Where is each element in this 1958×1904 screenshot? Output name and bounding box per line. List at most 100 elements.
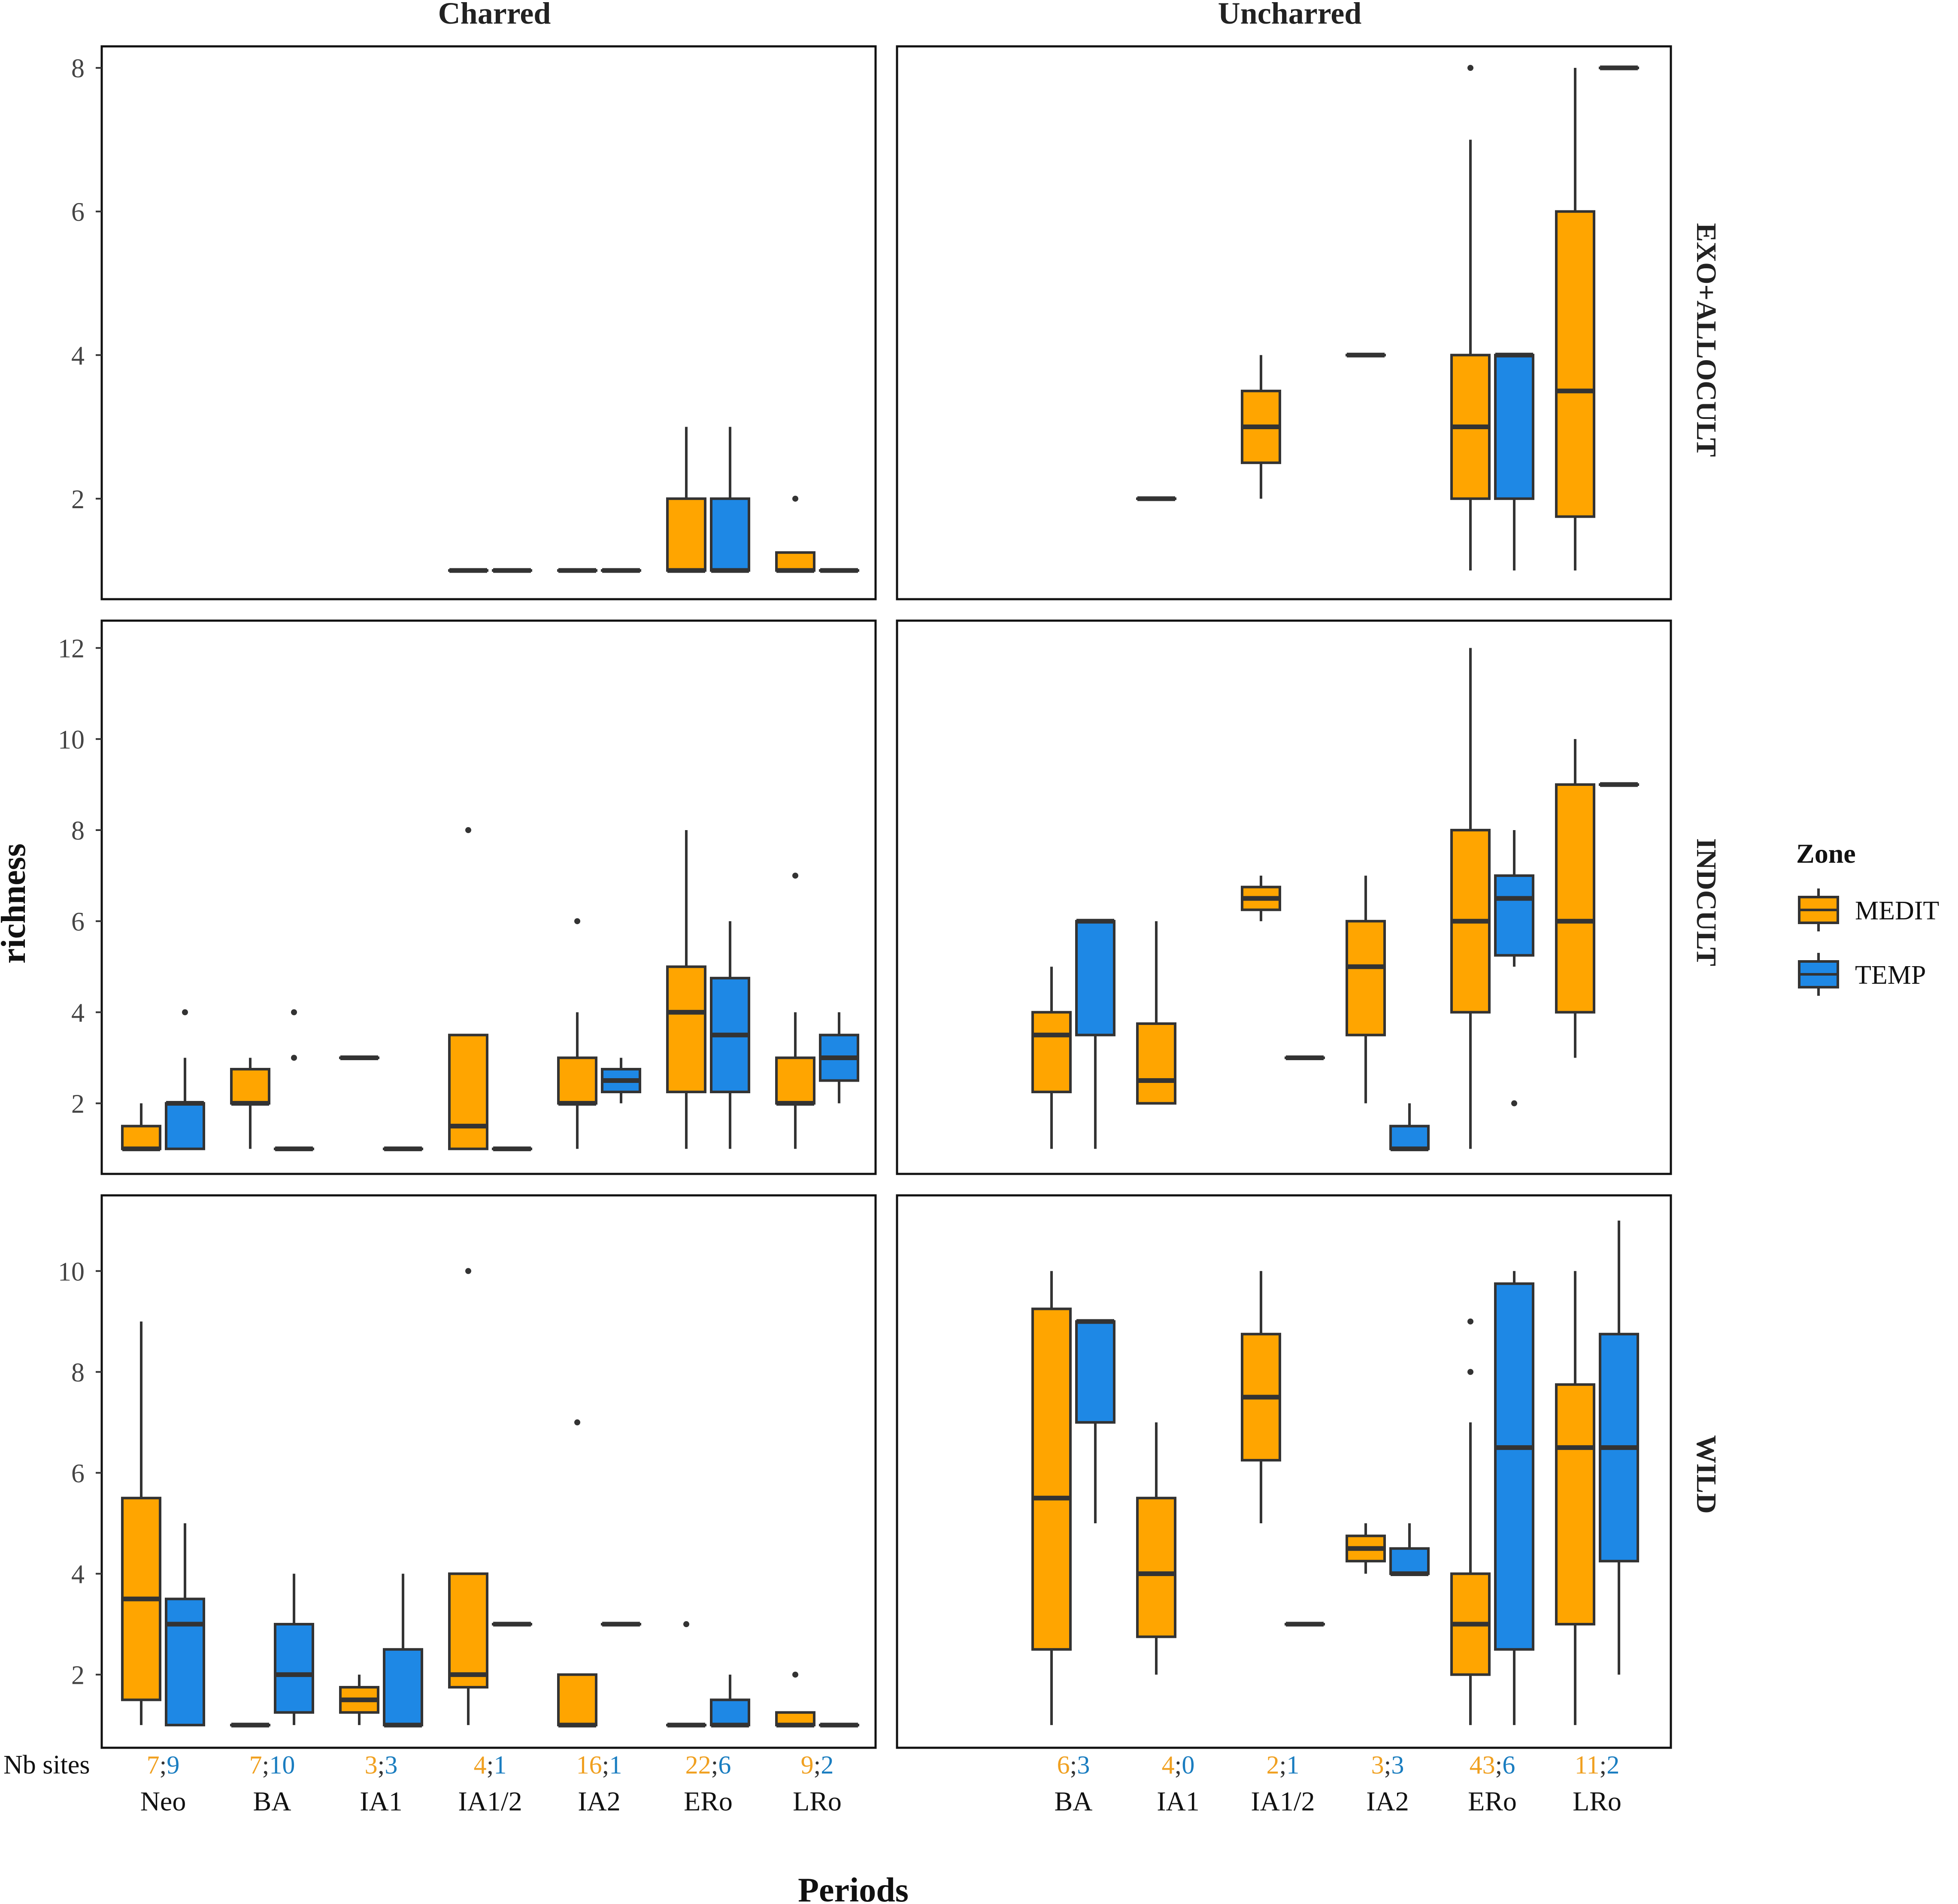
box-neo-temp xyxy=(165,1523,205,1727)
nb-sites-charred-ba: 7;10 xyxy=(249,1751,295,1779)
outlier-point xyxy=(465,1268,471,1274)
nb-sites-separator: ; xyxy=(1600,1751,1607,1779)
box-body xyxy=(230,1067,270,1105)
nb-sites-medit: 4 xyxy=(1162,1751,1175,1779)
box-body xyxy=(666,497,706,572)
box-body xyxy=(165,1598,205,1727)
outlier-point xyxy=(1467,1318,1473,1325)
nb-sites-temp: 9 xyxy=(167,1751,179,1779)
box-ia1-2-medit xyxy=(448,827,488,1150)
nb-sites-charred-lro: 9;2 xyxy=(801,1751,834,1779)
panel-border xyxy=(100,45,877,600)
y-tick-label: 6 xyxy=(71,198,85,227)
nb-sites-charred-ia1: 3;3 xyxy=(365,1751,398,1779)
outlier-point xyxy=(465,827,471,834)
x-tick-label-uncharred-ia1: IA1 xyxy=(1157,1786,1200,1816)
box-ba-temp xyxy=(1075,919,1115,1149)
x-tick-label-charred-neo: Neo xyxy=(140,1786,186,1816)
panel-charred-exo-allocult: 2 4 6 8 xyxy=(71,45,877,600)
box-ero-temp xyxy=(710,1674,750,1728)
box-body xyxy=(1075,1320,1115,1424)
box-ba-medit xyxy=(230,1058,270,1149)
box-ba-temp xyxy=(1075,1319,1115,1523)
outlier-point xyxy=(182,1009,188,1016)
nb-sites-separator: ; xyxy=(1384,1751,1391,1779)
box-ia1-2-medit xyxy=(1241,1271,1281,1523)
box-lro-medit xyxy=(1555,739,1595,1058)
nb-sites-separator: ; xyxy=(1175,1751,1182,1779)
box-ero-medit xyxy=(1450,65,1491,571)
nb-sites-medit: 16 xyxy=(576,1751,602,1779)
outlier-point xyxy=(291,1009,297,1016)
box-body xyxy=(121,1125,161,1150)
box-ia2-temp xyxy=(601,1058,641,1104)
box-body xyxy=(1555,210,1595,518)
y-tick-label: 6 xyxy=(71,1459,85,1488)
box-ia1-2-medit xyxy=(1241,876,1281,922)
box-ero-temp xyxy=(710,921,750,1149)
box-body xyxy=(1494,874,1534,957)
box-body xyxy=(1031,1011,1072,1094)
box-body xyxy=(710,497,750,572)
box-body xyxy=(1555,1383,1595,1626)
box-body xyxy=(448,1572,488,1689)
box-lro-medit xyxy=(775,495,815,573)
nb-sites-charred-ia2: 16;1 xyxy=(576,1751,622,1779)
x-tick-label-charred-lro: LRo xyxy=(793,1786,842,1816)
box-body xyxy=(1075,920,1115,1037)
box-lro-temp xyxy=(819,1012,859,1104)
box-ia1-medit xyxy=(1136,1422,1176,1675)
box-body xyxy=(1389,1125,1430,1150)
outlier-point xyxy=(574,1419,580,1425)
outlier-point xyxy=(574,918,580,925)
box-lro-medit xyxy=(775,873,815,1149)
box-ia1-medit xyxy=(1136,921,1176,1105)
nb-sites-charred-ia1-2: 4;1 xyxy=(474,1751,507,1779)
y-tick-label: 2 xyxy=(71,1090,85,1119)
box-body xyxy=(1136,1022,1176,1105)
nb-sites-uncharred-ia1: 4;0 xyxy=(1162,1751,1195,1779)
box-body xyxy=(165,1102,205,1150)
nb-sites-charred-ero: 22;6 xyxy=(685,1751,731,1779)
nb-sites-charred-neo: 7;9 xyxy=(147,1751,180,1779)
panel-border xyxy=(896,619,1672,1175)
panel-charred-indcult: 2 4 6 8 10 12 xyxy=(58,619,877,1175)
panel-uncharred-exo-allocult xyxy=(896,45,1672,600)
x-tick-label-uncharred-ia1-2: IA1/2 xyxy=(1251,1786,1315,1816)
box-body xyxy=(1389,1547,1430,1575)
y-tick-label: 10 xyxy=(58,1257,85,1286)
nb-sites-medit: 11 xyxy=(1575,1751,1600,1779)
box-body xyxy=(557,1673,597,1727)
nb-sites-temp: 2 xyxy=(821,1751,834,1779)
box-lro-temp xyxy=(1599,1220,1639,1675)
legend-key-temp xyxy=(1798,953,1839,996)
box-lro-medit xyxy=(775,1671,815,1728)
box-ia2-medit xyxy=(1346,1523,1386,1574)
nb-sites-temp: 1 xyxy=(494,1751,506,1779)
nb-sites-medit: 6 xyxy=(1057,1751,1070,1779)
nb-sites-separator: ; xyxy=(1070,1751,1077,1779)
box-body xyxy=(710,1698,750,1727)
x-tick-label-uncharred-lro: LRo xyxy=(1573,1786,1622,1816)
legend-title: Zone xyxy=(1796,838,1856,869)
nb-sites-medit: 9 xyxy=(801,1751,814,1779)
outlier-point xyxy=(1467,1369,1473,1375)
y-tick-label: 6 xyxy=(71,907,85,937)
box-ia2-medit xyxy=(1346,876,1386,1104)
row-title-indcult: INDCULT xyxy=(1691,838,1722,966)
y-tick-label: 8 xyxy=(71,1358,85,1387)
outlier-point xyxy=(1511,1100,1517,1107)
x-tick-label-uncharred-ia2: IA2 xyxy=(1366,1786,1409,1816)
box-ero-temp xyxy=(1494,830,1534,1107)
x-labels-group: Neo7;9BA7;10IA13;3IA1/24;1IA216;1ERo22;6… xyxy=(140,1751,1622,1816)
box-ba-temp xyxy=(274,1009,314,1152)
box-ero-medit xyxy=(666,427,706,573)
x-tick-label-uncharred-ero: ERo xyxy=(1468,1786,1517,1816)
nb-sites-uncharred-lro: 11;2 xyxy=(1575,1751,1619,1779)
nb-sites-label: Nb sites xyxy=(3,1750,90,1780)
box-body xyxy=(448,1034,488,1150)
y-tick-label: 4 xyxy=(71,998,85,1028)
nb-sites-temp: 3 xyxy=(1391,1751,1404,1779)
outlier-point xyxy=(792,1671,798,1678)
box-ero-medit xyxy=(1450,648,1491,1149)
